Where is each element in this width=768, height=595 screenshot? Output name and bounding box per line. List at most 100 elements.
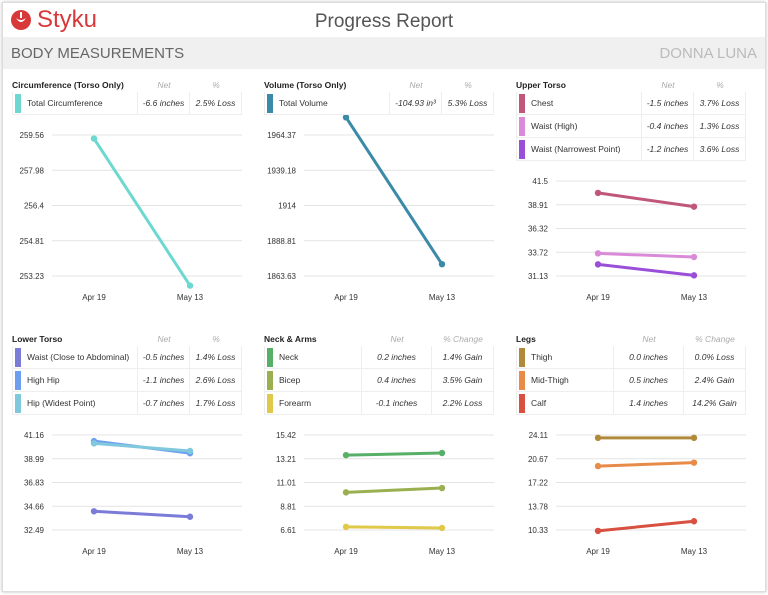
pct-value: 3.7% Loss <box>693 92 745 114</box>
data-point <box>690 518 698 525</box>
data-point <box>690 272 698 279</box>
legend-swatch <box>519 370 525 390</box>
measurement-row: High Hip -1.1 inches 2.6% Loss <box>12 369 242 392</box>
x-tick-label: Apr 19 <box>82 547 106 556</box>
y-tick-label: 15.42 <box>276 431 297 440</box>
measurement-row: Bicep 0.4 inches 3.5% Gain <box>264 369 494 392</box>
measurement-row: Thigh 0.0 inches 0.0% Loss <box>516 346 746 369</box>
data-point <box>342 451 350 459</box>
net-value: -1.5 inches <box>641 92 693 114</box>
y-tick-label: 256.4 <box>24 202 45 211</box>
net-value: -0.1 inches <box>361 392 431 414</box>
data-point <box>90 135 98 142</box>
data-point <box>594 462 602 470</box>
line-chart: 24.11 20.67 17.22 13.78 10.33 Apr 19 May 13 <box>528 431 746 556</box>
measurement-label: Hip (Widest Point) <box>27 398 96 408</box>
pct-value: 3.6% Loss <box>693 138 745 160</box>
measurement-row: Hip (Widest Point) -0.7 inches 1.7% Loss <box>12 392 242 415</box>
measurement-label: Waist (Close to Abdominal) <box>27 352 130 362</box>
data-point <box>438 449 446 457</box>
net-value: 0.2 inches <box>361 346 431 368</box>
pct-header: % <box>464 80 472 90</box>
line-chart: 41.16 38.99 36.83 34.66 32.49 Apr 19 May 13 <box>24 431 242 556</box>
net-value: -0.5 inches <box>137 346 189 368</box>
series-line <box>93 441 191 453</box>
page-title: Progress Report <box>314 11 454 32</box>
series-line <box>92 137 192 287</box>
net-header: Net <box>390 334 404 344</box>
data-point <box>438 524 446 532</box>
data-point <box>342 489 350 496</box>
panel-title: Circumference (Torso Only) <box>12 80 124 90</box>
y-tick-label: 253.23 <box>20 272 45 281</box>
measurement-label: Waist (Narrowest Point) <box>531 144 621 154</box>
data-point <box>342 115 350 121</box>
net-header: Net <box>157 80 171 90</box>
panel-circumference-torso-only-: Circumference (Torso Only) Net% Total Circ… <box>12 78 242 308</box>
y-tick-label: 11.01 <box>277 479 297 488</box>
measurement-row: Chest -1.5 inches 3.7% Loss <box>516 92 746 115</box>
y-tick-label: 8.81 <box>280 502 296 511</box>
data-point <box>438 484 446 492</box>
y-tick-label: 1888.81 <box>267 237 296 246</box>
y-tick-label: 41.5 <box>532 177 548 186</box>
measurement-label: Bicep <box>279 375 301 385</box>
series-line <box>93 509 191 519</box>
series-line <box>345 486 443 494</box>
pct-value: 14.2% Gain <box>683 392 745 414</box>
net-value: -6.6 inches <box>137 92 189 114</box>
panel-title: Volume (Torso Only) <box>264 80 347 90</box>
pct-header: % <box>716 80 724 90</box>
data-point <box>690 253 698 261</box>
net-header: Net <box>661 80 675 90</box>
section-title: BODY MEASUREMENTS <box>11 44 185 62</box>
panel-volume-torso-only-: Volume (Torso Only) Net% Total Volume -104.… <box>264 78 494 308</box>
measurement-row: Waist (Narrowest Point) -1.2 inches 3.6% L… <box>516 138 746 161</box>
y-tick-label: 1863.63 <box>267 272 296 281</box>
y-tick-label: 36.32 <box>528 225 549 234</box>
x-tick-label: Apr 19 <box>334 547 358 556</box>
net-value: -0.4 inches <box>641 115 693 137</box>
y-tick-label: 1914 <box>278 202 296 211</box>
data-point <box>90 440 98 447</box>
y-tick-label: 10.33 <box>528 526 549 535</box>
x-tick-label: May 13 <box>177 547 204 556</box>
measurement-row: Forearm -0.1 inches 2.2% Loss <box>264 392 494 415</box>
measurement-row: Mid-Thigh 0.5 inches 2.4% Gain <box>516 369 746 392</box>
measurement-label: Chest <box>531 98 554 108</box>
data-point <box>186 513 194 520</box>
measurement-row: Calf 1.4 inches 14.2% Gain <box>516 392 746 415</box>
styku-logo: Styku <box>10 6 97 34</box>
legend-swatch <box>519 393 525 413</box>
net-value: 1.4 inches <box>613 392 683 414</box>
y-tick-label: 31.13 <box>528 272 549 281</box>
y-tick-label: 13.21 <box>276 455 297 464</box>
net-value: 0.5 inches <box>613 369 683 391</box>
line-chart: 1964.37 1939.18 1914 1888.81 1863.63 Apr 19 Ma… <box>267 115 494 302</box>
panel-title: Legs <box>516 334 536 344</box>
legend-swatch <box>519 139 525 159</box>
data-point <box>594 250 602 257</box>
x-tick-label: Apr 19 <box>586 547 610 556</box>
y-tick-label: 254.81 <box>20 237 45 246</box>
client-name: DONNA LUNA <box>659 44 757 62</box>
series-line <box>597 191 695 209</box>
panel-header: Upper Torso Net% <box>516 78 746 92</box>
net-header: Net <box>157 334 171 344</box>
panel-title: Neck & Arms <box>264 334 317 344</box>
y-tick-label: 33.72 <box>528 248 549 257</box>
measurement-row: Total Circumference -6.6 inches 2.5% Loss <box>12 92 242 115</box>
y-tick-label: 20.67 <box>528 455 549 464</box>
x-tick-label: Apr 19 <box>82 293 106 302</box>
panel-title: Lower Torso <box>12 334 63 344</box>
pct-value: 0.0% Loss <box>683 346 745 368</box>
measurement-row: Neck 0.2 inches 1.4% Gain <box>264 346 494 369</box>
x-tick-label: May 13 <box>177 293 204 302</box>
pct-value: 1.4% Loss <box>189 346 241 368</box>
x-tick-label: May 13 <box>429 293 456 302</box>
pct-value: 1.3% Loss <box>693 115 745 137</box>
pct-header: % Change <box>443 334 483 344</box>
data-point <box>342 523 350 531</box>
x-tick-label: May 13 <box>429 547 456 556</box>
x-tick-label: Apr 19 <box>334 293 358 302</box>
